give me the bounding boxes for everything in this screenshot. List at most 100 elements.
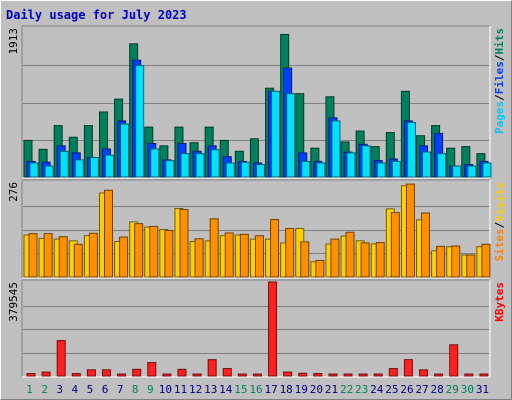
bar-kbytes-day-1 (26, 373, 36, 377)
bar-kbytes-day-5 (86, 369, 96, 377)
bar-pages-day-20 (316, 162, 326, 178)
bar-kbytes-day-24 (373, 373, 383, 377)
bar-kbytes-day-8 (132, 368, 142, 377)
bar-sites-day-26 (405, 183, 415, 278)
bar-pages-day-30 (467, 165, 477, 178)
day-label-4: 4 (72, 383, 79, 396)
bar-pages-day-10 (165, 160, 175, 178)
bar-sites-day-10 (164, 230, 174, 278)
bar-sites-day-4 (73, 243, 83, 278)
bar-kbytes-day-2 (41, 371, 51, 377)
bar-kbytes-day-11 (177, 368, 187, 377)
bar-sites-day-31 (481, 243, 491, 278)
day-label-16: 16 (249, 383, 262, 396)
series-label-part: / (493, 221, 506, 228)
bar-sites-day-19 (300, 241, 310, 278)
bar-sites-day-23 (360, 242, 370, 278)
bar-sites-day-22 (345, 231, 355, 278)
bar-pages-day-4 (74, 159, 84, 178)
bar-kbytes-day-23 (358, 373, 368, 377)
bar-pages-day-3 (59, 150, 69, 178)
bar-sites-day-11 (179, 209, 189, 278)
bar-pages-day-1 (29, 162, 39, 178)
day-labels: 1 2 3 4 5 6 7 8 9 10 11 12 13 14 15 16 17 18 19 20 21 22 23 24 2… (26, 383, 489, 396)
bar-sites-day-16 (254, 235, 264, 278)
day-label-12: 12 (189, 383, 202, 396)
day-label-1: 1 (26, 383, 33, 396)
day-label-5: 5 (87, 383, 94, 396)
bar-pages-day-6 (104, 154, 114, 178)
y-max-label: 379545 (7, 282, 20, 322)
bar-sites-day-28 (436, 245, 446, 278)
day-label-20: 20 (310, 383, 323, 396)
bar-sites-day-27 (421, 212, 431, 278)
bar-kbytes-day-27 (419, 369, 429, 377)
bar-sites-day-30 (466, 254, 476, 278)
series-label-part: KBytes (493, 282, 506, 322)
bar-sites-day-20 (315, 259, 325, 278)
day-label-26: 26 (400, 383, 413, 396)
bar-sites-day-13 (209, 218, 219, 278)
bar-pages-day-8 (135, 65, 145, 178)
bar-pages-day-12 (195, 153, 205, 178)
series-label-part: Hits (493, 28, 506, 55)
bar-pages-day-17 (271, 90, 281, 178)
bar-pages-day-5 (89, 157, 99, 178)
bar-pages-day-2 (44, 165, 54, 178)
day-label-6: 6 (102, 383, 109, 396)
series-label-part: Pages (493, 101, 506, 134)
y-max-label: 1913 (7, 28, 20, 55)
day-label-8: 8 (132, 383, 139, 396)
bar-kbytes-day-3 (56, 340, 66, 377)
bar-kbytes-day-15 (237, 373, 247, 377)
bar-pages-day-25 (391, 160, 401, 178)
bar-sites-day-18 (285, 227, 295, 278)
bar-kbytes-day-17 (268, 281, 278, 377)
day-label-2: 2 (41, 383, 48, 396)
bar-sites-day-17 (270, 219, 280, 278)
bar-pages-day-9 (150, 148, 160, 178)
bar-pages-day-23 (361, 145, 371, 178)
day-label-17: 17 (264, 383, 277, 396)
series-label-part: / (493, 94, 506, 101)
bar-kbytes-day-6 (101, 369, 111, 377)
bar-pages-day-7 (120, 123, 130, 178)
bar-sites-day-6 (103, 189, 113, 278)
y-max-label: 276 (7, 182, 20, 202)
bar-pages-day-16 (255, 164, 265, 178)
bar-sites-day-12 (194, 238, 204, 278)
bar-kbytes-day-18 (283, 371, 293, 377)
day-label-27: 27 (415, 383, 428, 396)
bar-sites-day-1 (28, 233, 38, 278)
panel-visits: 276 Sites/Visits (7, 179, 506, 279)
bar-kbytes-day-20 (313, 373, 323, 377)
bar-pages-day-28 (437, 153, 447, 178)
bar-pages-day-11 (180, 153, 190, 178)
day-label-25: 25 (385, 383, 398, 396)
bar-kbytes-day-9 (147, 362, 157, 377)
bar-kbytes-day-4 (71, 373, 81, 377)
day-label-13: 13 (204, 383, 217, 396)
bar-kbytes-day-13 (207, 359, 217, 377)
bar-kbytes-day-22 (343, 373, 353, 377)
day-label-19: 19 (295, 383, 308, 396)
bar-sites-day-14 (224, 232, 234, 278)
series-label-part: Files (493, 61, 506, 94)
day-label-23: 23 (355, 383, 368, 396)
day-label-21: 21 (325, 383, 338, 396)
day-label-11: 11 (174, 383, 187, 396)
bar-pages-day-15 (240, 161, 250, 178)
day-label-9: 9 (147, 383, 154, 396)
panel-kbytes: 379545 KBytes (7, 279, 506, 378)
bar-pages-day-13 (210, 149, 220, 178)
day-label-15: 15 (234, 383, 247, 396)
day-label-14: 14 (219, 383, 233, 396)
day-label-18: 18 (280, 383, 293, 396)
bar-kbytes-day-12 (192, 373, 202, 377)
bar-kbytes-day-31 (479, 373, 489, 377)
bar-sites-day-15 (239, 233, 249, 278)
bar-pages-day-18 (286, 93, 296, 178)
